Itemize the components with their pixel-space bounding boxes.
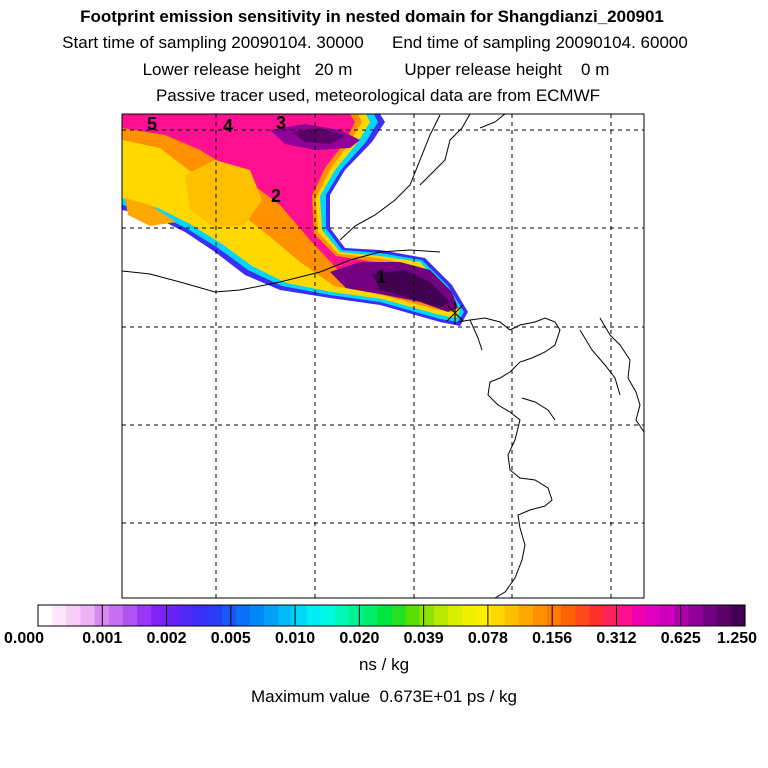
plume-core-north <box>292 128 345 144</box>
grid-lines <box>122 114 644 598</box>
colorbar-swatch <box>674 605 690 626</box>
colorbar-swatch <box>702 605 718 626</box>
colorbar-swatch <box>250 605 265 626</box>
colorbar-swatch <box>80 605 96 626</box>
colorbar-swatch <box>730 605 746 626</box>
receptor-marker <box>446 302 464 324</box>
maximum-value: Maximum value 0.673E+01 ps / kg <box>251 687 517 706</box>
colorbar-swatch <box>660 605 675 626</box>
colorbar-swatch <box>193 605 209 626</box>
colorbar-swatch <box>66 605 82 626</box>
colorbar-swatch <box>38 605 53 626</box>
colorbar-swatch <box>349 605 364 626</box>
plume-core <box>372 270 450 308</box>
colorbar-swatch <box>122 605 138 626</box>
colorbar-swatch <box>504 605 520 626</box>
colorbar-swatch <box>391 605 407 626</box>
colorbar-swatch <box>179 605 195 626</box>
colorbar-swatch <box>448 605 463 626</box>
colorbar-swatch <box>165 605 180 626</box>
colorbar-unit: ns / kg <box>358 655 410 674</box>
colorbar-swatch <box>433 605 449 626</box>
colorbar-frame <box>37 604 746 627</box>
colorbar-tick-label: 0.020 <box>339 630 380 647</box>
colorbar-swatch <box>561 605 576 626</box>
colorbar-tick-label: 0.312 <box>596 630 637 647</box>
colorbar-swatch <box>278 605 294 626</box>
plume-layer <box>122 114 644 598</box>
colorbar-swatch <box>207 605 223 626</box>
plume-patch <box>185 160 262 228</box>
region-label-4: 4 <box>223 116 233 136</box>
region-label-5: 5 <box>147 114 157 134</box>
colorbar-swatch <box>490 605 506 626</box>
colorbar-swatch <box>52 605 67 626</box>
region-label-2: 2 <box>271 186 281 206</box>
region-label-3: 3 <box>276 113 286 133</box>
colorbar-tick-label: 0.002 <box>146 630 187 647</box>
colorbar-swatch <box>363 605 378 626</box>
colorbar-swatch <box>603 605 619 626</box>
colorbar-swatch <box>306 605 322 626</box>
colorbar-swatch <box>589 605 605 626</box>
colorbar-swatch <box>716 605 732 626</box>
colorbar-swatch <box>518 605 534 626</box>
colorbar <box>37 604 746 627</box>
plot-title: Footprint emission sensitivity in nested… <box>80 7 664 26</box>
colorbar-tick-label: 0.001 <box>82 630 123 647</box>
region-label-1: 1 <box>376 267 386 287</box>
colorbar-tick-label: 0.156 <box>532 630 573 647</box>
colorbar-swatch <box>547 605 562 626</box>
tracer-info: Passive tracer used, meteorological data… <box>155 86 601 105</box>
colorbar-swatch <box>377 605 393 626</box>
colorbar-tick-label: 1.250 <box>716 630 758 647</box>
colorbar-swatch <box>575 605 591 626</box>
colorbar-swatch <box>264 605 279 626</box>
colorbar-swatch <box>462 605 477 626</box>
colorbar-tick-label: 0.039 <box>403 630 444 647</box>
colorbar-swatch <box>476 605 492 626</box>
release-height: Lower release height 20 m Upper release … <box>142 60 610 79</box>
colorbar-swatch <box>221 605 237 626</box>
colorbar-tick-label: 0.625 <box>660 630 701 647</box>
colorbar-swatch <box>419 605 435 626</box>
sampling-time: Start time of sampling 20090104. 30000 E… <box>62 33 688 52</box>
plume-patch <box>148 175 182 212</box>
colorbar-swatch <box>646 605 661 626</box>
plume-patch <box>125 198 176 226</box>
colorbar-swatch <box>688 605 704 626</box>
coastlines <box>122 114 644 598</box>
colorbar-swatch <box>631 605 647 626</box>
colorbar-swatch <box>320 605 336 626</box>
colorbar-tick-label: 0.005 <box>210 630 251 647</box>
colorbar-swatch <box>405 605 421 626</box>
colorbar-tick-label: 0.078 <box>467 630 508 647</box>
colorbar-swatch <box>151 605 166 626</box>
colorbar-swatch <box>136 605 152 626</box>
plume-magenta <box>122 114 452 308</box>
colorbar-tick-label: 0.000 <box>3 630 45 647</box>
colorbar-swatch <box>334 605 350 626</box>
map-frame <box>121 113 645 599</box>
colorbar-tick-label: 0.010 <box>275 630 316 647</box>
colorbar-swatch <box>532 605 548 626</box>
colorbar-swatch <box>108 605 124 626</box>
colorbar-swatch <box>617 605 633 626</box>
colorbar-swatch <box>292 605 308 626</box>
colorbar-swatch <box>235 605 251 626</box>
